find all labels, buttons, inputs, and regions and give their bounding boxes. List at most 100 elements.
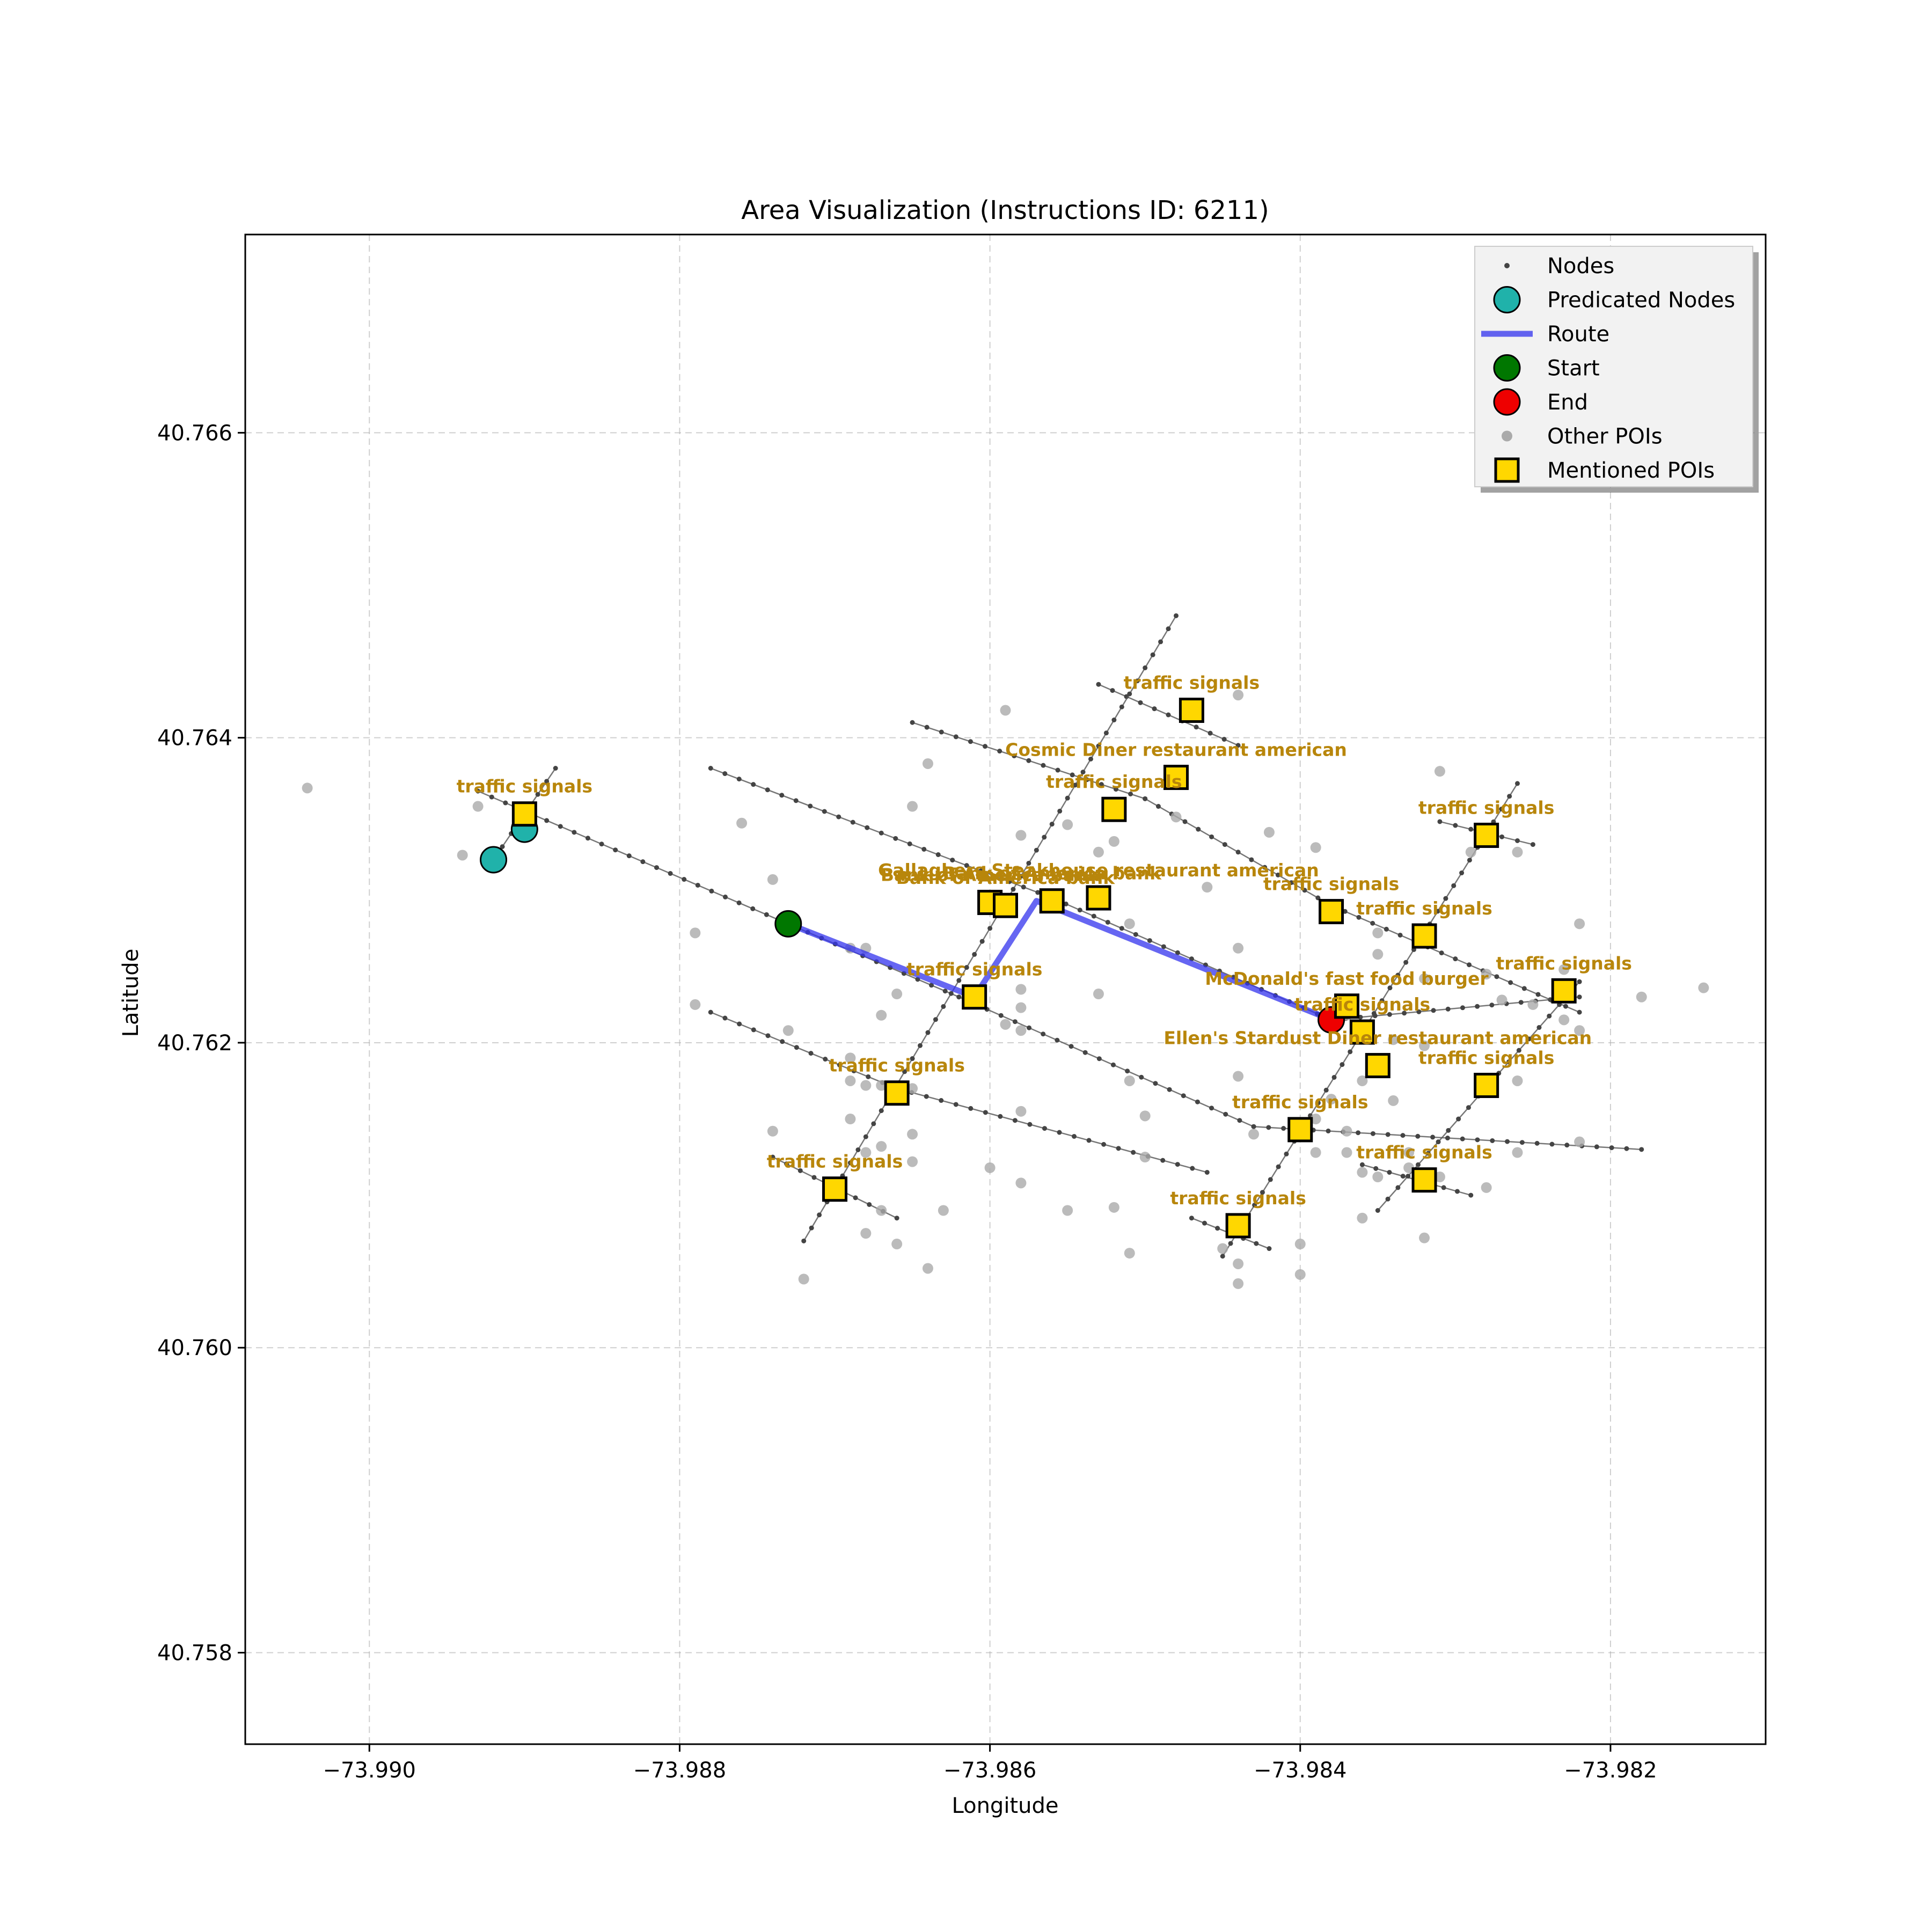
x-tick-label: −73.982 [1564, 1758, 1657, 1783]
node-dot [1133, 932, 1138, 937]
node-dot [1370, 920, 1375, 926]
node-dot [1266, 1125, 1271, 1130]
other-poi-dot [1310, 1147, 1321, 1158]
mentioned-poi-label: traffic signals [1294, 994, 1430, 1015]
other-poi-dot [1015, 1025, 1027, 1036]
mentioned-poi-marker [1349, 1019, 1375, 1045]
node-dot [871, 1121, 876, 1126]
legend-end-icon [1493, 388, 1521, 416]
node-dot [1289, 880, 1294, 885]
node-dot [1119, 704, 1124, 709]
node-dot [1195, 1099, 1200, 1104]
node-dot [780, 1039, 785, 1044]
node-dot [1577, 979, 1582, 984]
node-dot [1096, 1056, 1102, 1062]
node-dot [1326, 1128, 1331, 1133]
node-dot [1385, 1132, 1391, 1137]
node-dot [942, 989, 948, 994]
node-dot [1466, 1105, 1471, 1110]
node-dot [1435, 909, 1440, 914]
node-dot [941, 1004, 946, 1009]
node-dot [765, 1033, 771, 1038]
legend-item-end: End [1493, 388, 1588, 416]
node-dot [1196, 826, 1201, 832]
node-dot [1563, 1004, 1568, 1009]
node-dot [1416, 1009, 1422, 1014]
node-dot [979, 939, 985, 944]
node-dot [1152, 706, 1157, 712]
node-dot [978, 868, 984, 874]
y-axis-label: Latitude [119, 949, 143, 1037]
other-poi-dot [1170, 811, 1182, 823]
x-tick-label: −73.984 [1254, 1758, 1346, 1783]
node-dot [1189, 1216, 1194, 1221]
mentioned-poi-label: traffic signals [1232, 1092, 1368, 1113]
node-dot [1096, 743, 1101, 749]
node-dot [1080, 770, 1086, 775]
node-dot [1454, 1189, 1460, 1194]
node-dot [1055, 1037, 1060, 1043]
other-poi-dot [1434, 766, 1445, 777]
node-dot [1577, 1009, 1582, 1015]
node-dot [1175, 1162, 1180, 1167]
other-poi-dot [767, 1125, 778, 1137]
node-dot [1175, 950, 1180, 955]
node-dot [1516, 1048, 1521, 1053]
other-poi-dot [1310, 842, 1321, 853]
other-poi-dot [1698, 982, 1709, 993]
node-dot [1373, 1166, 1379, 1171]
node-dot [1530, 842, 1535, 847]
node-dot [723, 894, 728, 899]
node-dot [1507, 794, 1512, 799]
node-dot [853, 1195, 858, 1201]
node-dot [1077, 908, 1082, 913]
mentioned-poi-marker [1411, 923, 1437, 949]
node-dot [1370, 1131, 1375, 1136]
node-dot [1475, 1137, 1480, 1143]
other-poi-dot [1015, 1106, 1027, 1117]
other-poi-dot [1434, 1171, 1445, 1182]
node-dot [1518, 1000, 1524, 1005]
node-dot [817, 1212, 822, 1218]
node-dot [1223, 1111, 1228, 1117]
node-dot [1268, 1177, 1273, 1182]
node-dot [489, 794, 494, 800]
other-poi-dot [860, 1228, 872, 1239]
node-dot [1323, 1087, 1329, 1093]
node-dot [1451, 883, 1457, 888]
chart-title: Area Visualization (Instructions ID: 621… [741, 195, 1269, 225]
mentioned-poi-marker [1086, 885, 1111, 911]
other-poi-dot [876, 1205, 887, 1216]
other-poi-dot [1558, 964, 1570, 975]
node-dot [1065, 795, 1070, 801]
legend-label: Mentioned POIs [1547, 458, 1715, 483]
mentioned-poi-marker [1179, 698, 1204, 723]
node-dot [968, 739, 973, 744]
node-dot [1262, 865, 1268, 870]
node-dot [1387, 985, 1393, 991]
other-poi-dot [1000, 705, 1011, 716]
node-dot [1415, 1162, 1421, 1167]
other-poi-dot [1357, 1167, 1368, 1178]
node-dot [1007, 879, 1012, 884]
node-dot [1027, 1025, 1032, 1030]
node-dot [1111, 718, 1117, 723]
node-dot [1155, 804, 1161, 809]
node-dot [939, 1098, 944, 1103]
other-poi-dot [1496, 994, 1507, 1006]
other-poi-dot [1310, 1114, 1321, 1125]
node-dot [1639, 1147, 1644, 1152]
node-dot [544, 818, 550, 823]
other-poi-dot [1574, 1025, 1585, 1036]
mentioned-poi-label: traffic signals [1496, 953, 1631, 974]
other-poi-dot [1574, 1136, 1585, 1147]
x-tick-label: −73.988 [633, 1758, 726, 1783]
node-dot [925, 1030, 931, 1035]
node-dot [722, 1015, 728, 1021]
node-dot [1153, 1081, 1158, 1086]
node-dot [1356, 1130, 1361, 1136]
node-dot [1190, 1166, 1195, 1171]
mentioned-poi-label: traffic signals [1356, 1142, 1492, 1163]
node-dot [1128, 791, 1133, 796]
legend-label: Start [1547, 356, 1600, 381]
